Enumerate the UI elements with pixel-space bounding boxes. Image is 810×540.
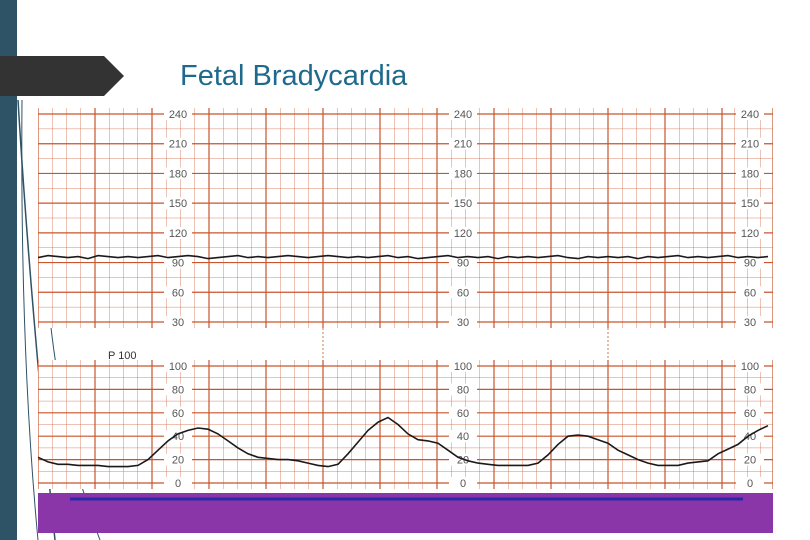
tick-label-bg [164,256,192,269]
tick-label-bg [449,226,477,239]
tick-label-bg [736,137,764,150]
tick-label-bg [449,197,477,210]
tick-label: 90 [172,258,184,270]
tick-label-bg [736,108,764,120]
tick-label: 0 [460,478,466,490]
tick-label: 30 [457,317,469,329]
tick-label-bg [736,477,764,489]
tick-label: 120 [169,228,187,240]
tick-label: 100 [169,361,187,373]
tick-label-bg [164,167,192,180]
tick-label-bg [449,383,477,396]
tick-label-bg [164,477,192,489]
tick-label: 20 [744,455,756,467]
tick-label-bg [449,360,477,372]
tick-label: 60 [744,287,756,299]
tick-label-bg [164,406,192,419]
tick-label-bg [449,430,477,443]
ctg-strip: 240 240 240 210 210 210 180 180 180 150 150 150 120 1… [38,108,773,533]
tick-label: 150 [741,198,759,210]
tick-label: 80 [457,384,469,396]
trace-line [38,416,769,468]
tick-label: 40 [457,431,469,443]
tick-label-bg [736,286,764,299]
tick-label-bg [164,383,192,396]
tick-label: 210 [741,139,759,151]
tick-label: 120 [741,228,759,240]
tick-label: 120 [454,228,472,240]
tick-label-bg [164,226,192,239]
uc-annotation: P 100 [108,350,137,362]
tick-label: 30 [744,317,756,329]
tick-label: 150 [169,198,187,210]
tick-label-bg [449,406,477,419]
tick-label-bg [736,316,764,328]
tick-label-bg [736,406,764,419]
tick-label: 180 [741,168,759,180]
tick-label-bg [449,316,477,328]
tick-label-bg [736,167,764,180]
title-arrow-shape [0,56,124,96]
tick-label-bg [449,256,477,269]
tick-label: 210 [169,139,187,151]
tick-label: 90 [457,258,469,270]
tick-label-bg [736,453,764,466]
tick-label-bg [736,256,764,269]
tick-label-bg [164,316,192,328]
tick-label: 40 [744,431,756,443]
tick-label: 100 [454,361,472,373]
tick-label-bg [449,286,477,299]
tick-label-bg [164,137,192,150]
tick-label-bg [164,453,192,466]
tick-label: 80 [172,384,184,396]
tick-label-bg [164,197,192,210]
tick-label: 180 [454,168,472,180]
tick-label-bg [736,226,764,239]
tick-label-bg [449,137,477,150]
accent-sidebar [0,0,17,540]
tick-label: 60 [457,408,469,420]
tick-label: 240 [169,109,187,121]
tick-label: 60 [172,287,184,299]
tick-label: 180 [169,168,187,180]
tick-label: 210 [454,139,472,151]
tick-label-bg [736,197,764,210]
tick-label: 30 [172,317,184,329]
tick-label: 80 [744,384,756,396]
tick-label-bg [449,167,477,180]
tick-label: 240 [741,109,759,121]
tick-label-bg [164,286,192,299]
tick-label: 60 [457,287,469,299]
tick-label-bg [736,383,764,396]
fhr-panel: 240 240 240 210 210 210 180 180 180 150 150 150 120 1… [38,108,773,329]
trace-line [38,254,769,260]
tick-label: 60 [172,408,184,420]
tick-label-bg [164,360,192,372]
tick-label-bg [449,108,477,120]
tick-label: 20 [172,455,184,467]
tick-label: 60 [744,408,756,420]
tick-label-bg [449,477,477,489]
tick-label: 0 [175,478,181,490]
tick-label: 240 [454,109,472,121]
slide-title: Fetal Bradycardia [180,60,408,92]
tick-label: 0 [747,478,753,490]
tick-label: 40 [172,431,184,443]
tick-label: 150 [454,198,472,210]
tick-label-bg [164,108,192,120]
tick-label: 100 [741,361,759,373]
tick-label-bg [736,360,764,372]
tick-label: 90 [744,258,756,270]
tick-label-bg [736,430,764,443]
